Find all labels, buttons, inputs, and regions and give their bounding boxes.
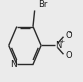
Text: Br: Br (38, 0, 47, 9)
Text: O: O (65, 31, 72, 40)
Text: N: N (10, 60, 16, 69)
Text: -: - (69, 28, 71, 37)
Text: +: + (59, 40, 64, 45)
Text: N: N (56, 41, 62, 50)
Text: O: O (65, 51, 72, 60)
